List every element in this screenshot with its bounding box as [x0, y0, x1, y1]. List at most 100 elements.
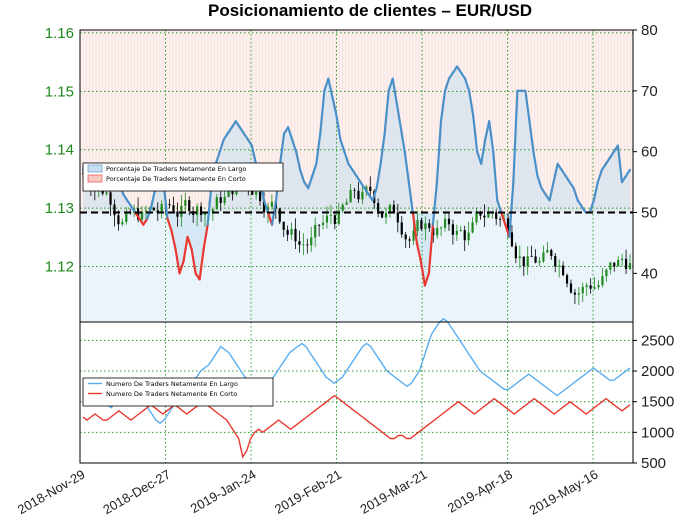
long-pct-line-segment — [496, 199, 503, 214]
long-pct-line-segment — [508, 180, 515, 238]
traders-axis-tick-label: 2000 — [641, 363, 674, 380]
long-pct-line-segment — [564, 174, 571, 184]
price-candle-body — [290, 228, 293, 235]
price-axis-tick-label: 1.12 — [45, 259, 74, 276]
long-pct-line-segment — [552, 162, 559, 184]
long-pct-line-segment — [459, 71, 467, 80]
long-pct-line-segment — [351, 168, 358, 178]
price-candle-body — [329, 215, 333, 216]
long-pct-line-segment — [214, 150, 221, 165]
long-pct-line-segment — [492, 150, 499, 202]
long-pct-line-segment — [568, 180, 575, 190]
price-candle-body — [530, 256, 533, 258]
price-candle-body — [589, 285, 592, 289]
traders-legend: Numero De Traders Netamente En Largo Nume… — [82, 377, 274, 407]
price-candle-body — [176, 211, 179, 217]
price-candle-body — [499, 219, 502, 220]
price-candle-body — [152, 207, 155, 211]
price-candle-body — [203, 213, 207, 216]
price-candle-body — [160, 203, 163, 214]
price-candle-body — [262, 200, 266, 213]
price-candle-body — [345, 202, 348, 205]
price-candle-body — [105, 192, 108, 194]
long-pct-line-segment — [588, 199, 595, 214]
price-candle-body — [353, 189, 356, 191]
long-pct-line-segment — [331, 95, 338, 117]
price-axis-tick-label: 1.15 — [45, 83, 74, 100]
price-candle-body — [168, 204, 171, 206]
long-pct-line-segment — [142, 217, 149, 226]
price-candle-body — [298, 241, 301, 245]
long-pct-line-segment — [379, 132, 386, 165]
price-candle-body — [144, 210, 148, 212]
long-pct-line-segment — [246, 138, 254, 147]
x-axis-tick-label: 2019-Mar-21 — [358, 467, 430, 517]
price-candle-body — [459, 230, 462, 231]
price-candle-body — [562, 265, 565, 276]
price-candle-body — [487, 213, 490, 218]
long-pct-line-segment — [222, 132, 229, 141]
long-pct-line-segment — [443, 77, 451, 92]
long-pct-line-segment — [202, 223, 209, 251]
long-pct-line-segment — [596, 168, 603, 184]
price-candle-body — [558, 265, 561, 267]
price-candle-body — [337, 210, 340, 224]
long-pct-line-segment — [411, 211, 418, 245]
price-candle-body — [258, 191, 262, 201]
long-pct-line-segment — [295, 150, 302, 172]
price-candle-body — [593, 287, 596, 289]
long-pct-line-segment — [178, 260, 185, 275]
price-candle-body — [554, 256, 557, 267]
price-candle-body — [483, 215, 486, 218]
long-pct-line-segment — [383, 89, 390, 135]
price-candle-body — [388, 204, 392, 214]
legend-label: Numero De Traders Netamente En Largo — [106, 380, 238, 388]
price-candle-body — [534, 256, 537, 263]
legend-box — [82, 377, 274, 407]
long-pct-line-segment — [524, 89, 531, 123]
long-pct-line-segment — [355, 174, 362, 184]
long-pct-line-segment — [371, 187, 378, 202]
long-pct-line-segment — [572, 187, 579, 202]
price-candle-body — [396, 212, 399, 223]
price-candle-body — [526, 256, 529, 267]
price-candle-body — [384, 213, 388, 218]
long-pct-line-segment — [375, 162, 382, 190]
price-candle-body — [467, 232, 470, 241]
long-pct-line-segment — [363, 187, 370, 196]
long-pct-line-segment — [620, 174, 628, 184]
long-pct-line-segment — [399, 126, 406, 153]
price-candle-body — [420, 220, 423, 230]
price-candle-body — [518, 256, 521, 259]
long-pct-line-segment — [447, 71, 455, 80]
price-axis-tick-label: 1.16 — [45, 25, 74, 42]
long-pct-line-segment — [230, 120, 237, 129]
price-candle-body — [223, 196, 226, 203]
price-candle-body — [361, 192, 364, 200]
long-pct-line-segment — [238, 126, 245, 135]
price-candle-body — [282, 221, 285, 230]
price-candle-body — [408, 239, 411, 241]
price-candle-body — [597, 285, 600, 288]
price-candle-body — [117, 215, 120, 225]
long-pct-line-segment — [548, 180, 555, 202]
price-candle-body — [463, 230, 466, 241]
price-candle-body — [369, 186, 372, 192]
legend-label: Porcentaje De Traders Netamente En Corto — [106, 175, 246, 183]
price-candle-body — [565, 275, 569, 284]
traders-axis-tick-label: 1000 — [641, 424, 674, 441]
x-axis-tick-label: 2018-Nov-29 — [15, 467, 88, 518]
price-candle-body — [333, 215, 336, 224]
legend-label: Porcentaje De Traders Netamente En Largo — [106, 165, 246, 173]
long-pct-line-segment — [343, 150, 350, 165]
price-candle-body — [550, 250, 553, 257]
price-candle-body — [325, 215, 329, 223]
x-axis-tick-label: 2019-May-16 — [527, 467, 601, 518]
price-candle-body — [577, 293, 580, 295]
long-pct-line-segment — [186, 235, 193, 251]
long-pct-line-segment — [415, 241, 422, 263]
long-pct-line-segment — [287, 126, 294, 141]
price-candle-body — [471, 222, 474, 233]
x-axis-tick-label: 2019-Apr-18 — [445, 467, 515, 516]
